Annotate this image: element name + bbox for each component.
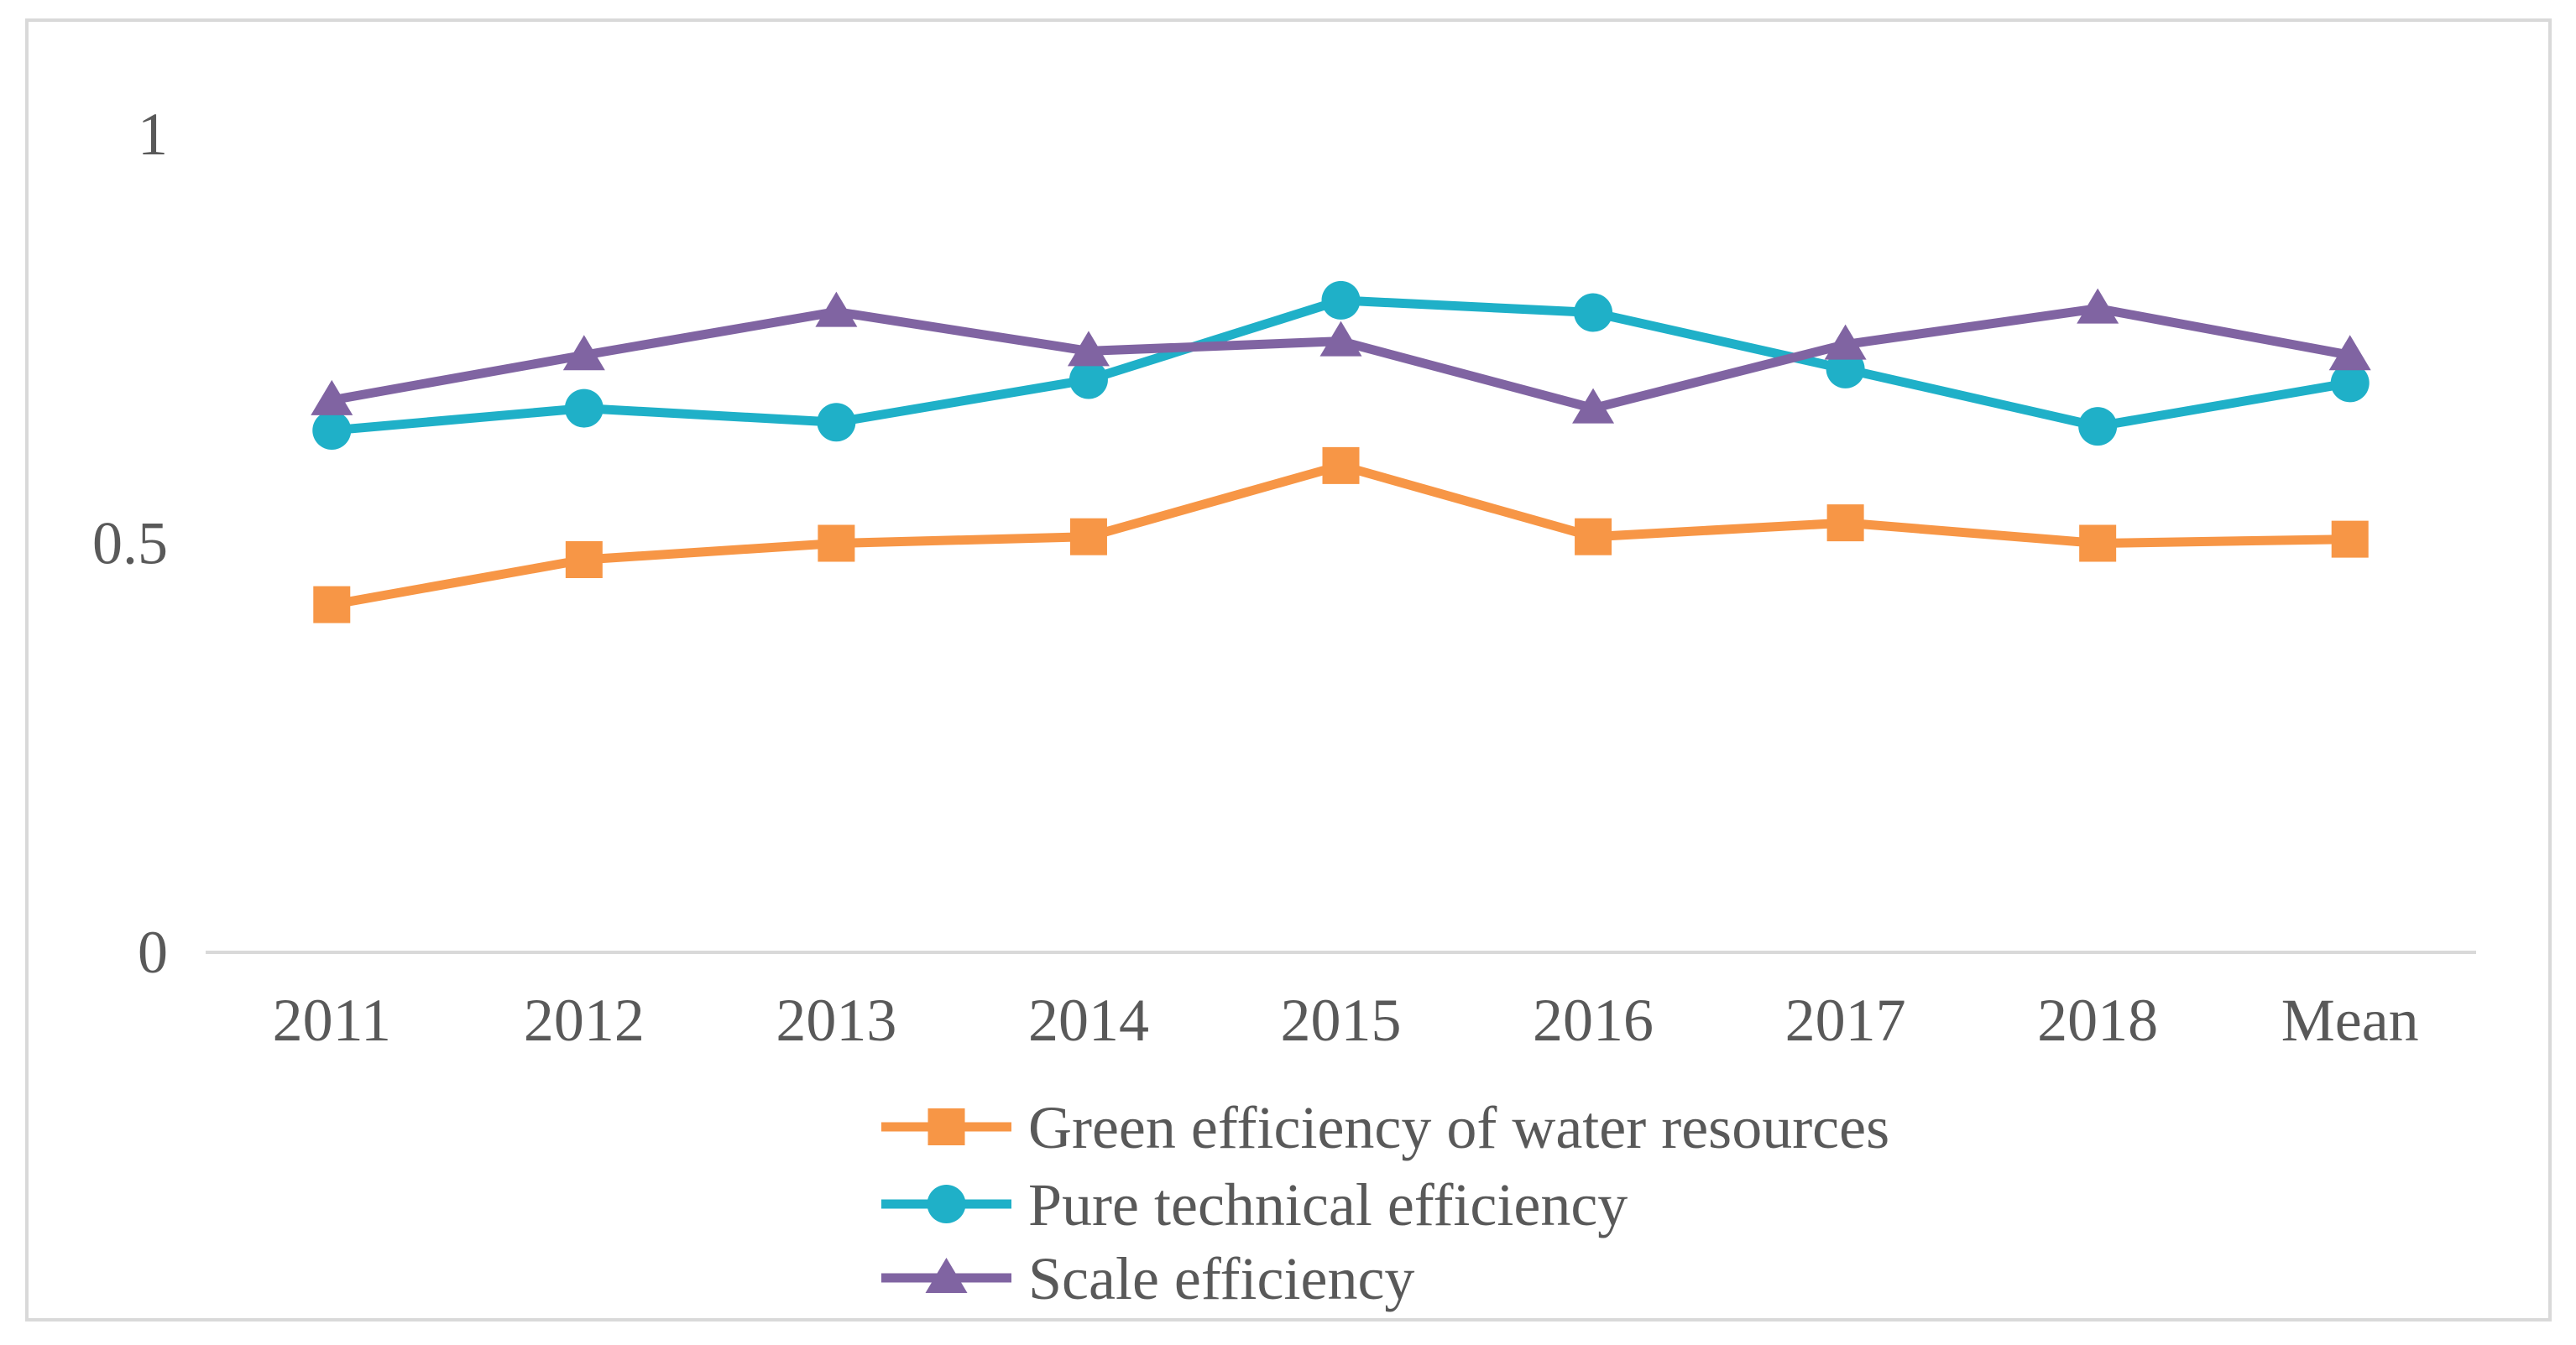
series-triangle bbox=[311, 288, 2371, 424]
x-tick-label: 2018 bbox=[2037, 987, 2158, 1054]
data-point bbox=[565, 541, 603, 578]
series-square bbox=[313, 446, 2369, 623]
data-point bbox=[1574, 293, 1613, 332]
x-tick-label: 2016 bbox=[1533, 987, 1654, 1054]
x-tick-label: 2012 bbox=[524, 987, 645, 1054]
legend-item: Scale efficiency bbox=[881, 1245, 1414, 1312]
data-point bbox=[311, 379, 353, 415]
data-point bbox=[815, 291, 858, 327]
data-point bbox=[1824, 324, 1867, 360]
data-point bbox=[817, 403, 856, 442]
x-tick-label: 2015 bbox=[1281, 987, 1402, 1054]
legend-marker bbox=[927, 1108, 965, 1145]
data-point bbox=[1067, 331, 1110, 367]
data-point bbox=[1572, 388, 1615, 424]
data-point bbox=[564, 388, 604, 428]
data-point bbox=[2077, 288, 2119, 324]
legend-label: Green efficiency of water resources bbox=[1028, 1094, 1889, 1161]
y-tick-label: 1 bbox=[138, 101, 168, 168]
data-point bbox=[2331, 520, 2369, 558]
legend-label: Pure technical efficiency bbox=[1028, 1171, 1628, 1238]
data-point bbox=[1069, 518, 1107, 555]
x-tick-label: 2013 bbox=[776, 987, 896, 1054]
y-tick-label: 0 bbox=[138, 919, 168, 986]
x-tick-label: Mean bbox=[2281, 987, 2419, 1054]
data-point bbox=[1826, 504, 1864, 542]
legend-label: Scale efficiency bbox=[1028, 1245, 1414, 1312]
data-point bbox=[1575, 518, 1612, 555]
data-point bbox=[1321, 280, 1361, 320]
data-point bbox=[1069, 360, 1108, 399]
data-point bbox=[2079, 524, 2117, 562]
axis-layer: 0 0.5 1 2011 2012 2013 2014 2015 2016 2017 2018 Mea… bbox=[92, 101, 2476, 1054]
legend: Green efficiency of water resources Pure … bbox=[881, 1094, 1889, 1312]
data-point bbox=[562, 335, 605, 371]
data-point bbox=[818, 524, 855, 562]
series-circle bbox=[312, 280, 2370, 450]
data-point bbox=[1319, 321, 1362, 357]
x-tick-label: 2014 bbox=[1028, 987, 1149, 1054]
legend-item: Pure technical efficiency bbox=[881, 1171, 1628, 1238]
x-tick-label: 2017 bbox=[1785, 987, 1906, 1054]
series-layer bbox=[311, 280, 2371, 623]
legend-marker bbox=[925, 1258, 968, 1293]
legend-item: Green efficiency of water resources bbox=[881, 1094, 1889, 1161]
y-tick-label: 0.5 bbox=[92, 510, 168, 577]
series-line bbox=[327, 461, 2355, 610]
data-point bbox=[313, 586, 351, 623]
data-point bbox=[2078, 407, 2118, 446]
data-point bbox=[312, 410, 352, 450]
x-tick-label: 2011 bbox=[273, 987, 391, 1054]
legend-marker bbox=[927, 1185, 966, 1223]
chart-frame bbox=[25, 18, 2552, 1322]
data-point bbox=[1322, 446, 1360, 484]
data-point bbox=[2330, 363, 2370, 403]
data-point bbox=[2328, 335, 2371, 371]
